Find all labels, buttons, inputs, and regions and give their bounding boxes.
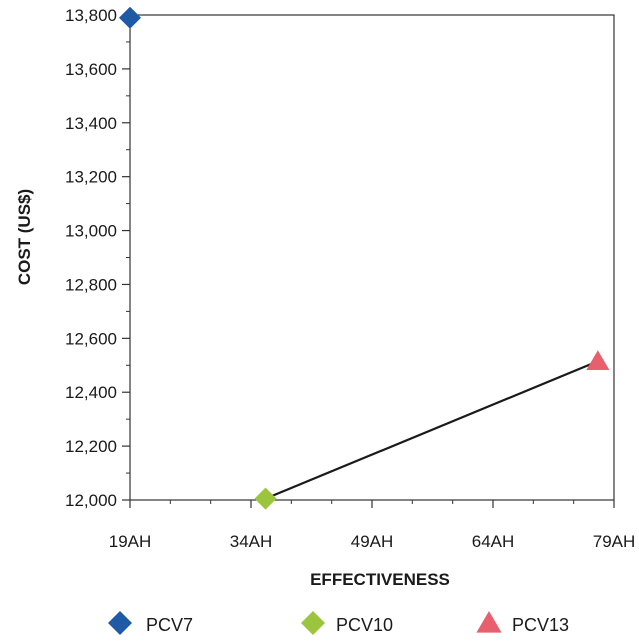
data-point-pcv13	[586, 350, 610, 371]
y-tick-label: 12,800	[65, 275, 117, 294]
legend-marker-pcv10	[301, 611, 325, 635]
y-tick-label: 13,600	[65, 60, 117, 79]
legend-label-pcv7: PCV7	[146, 615, 193, 635]
y-tick-label: 13,400	[65, 114, 117, 133]
y-axis-title: COST (US$)	[15, 189, 34, 285]
x-tick-label: 64AH	[472, 532, 515, 551]
plot-frame	[129, 14, 615, 501]
y-tick-label: 13,000	[65, 222, 117, 241]
y-tick-label: 12,600	[65, 329, 117, 348]
y-tick-label: 12,200	[65, 437, 117, 456]
legend-marker-pcv13	[476, 611, 502, 633]
frontier-line	[265, 360, 599, 500]
x-axis-title: EFFECTIVENESS	[310, 570, 450, 589]
data-point-pcv10	[254, 487, 277, 510]
legend-label-pcv13: PCV13	[512, 615, 569, 635]
legend-label-pcv10: PCV10	[336, 615, 393, 635]
y-tick-label: 12,400	[65, 383, 117, 402]
y-tick-label: 13,800	[65, 6, 117, 25]
x-tick-label: 79AH	[593, 532, 636, 551]
y-tick-label: 12,000	[65, 491, 117, 510]
x-tick-label: 49AH	[351, 532, 394, 551]
data-point-pcv7	[119, 6, 141, 29]
x-tick-label: 34AH	[230, 532, 273, 551]
x-tick-label: 19AH	[109, 532, 152, 551]
legend-marker-pcv7	[108, 611, 132, 635]
y-tick-label: 13,200	[65, 168, 117, 187]
